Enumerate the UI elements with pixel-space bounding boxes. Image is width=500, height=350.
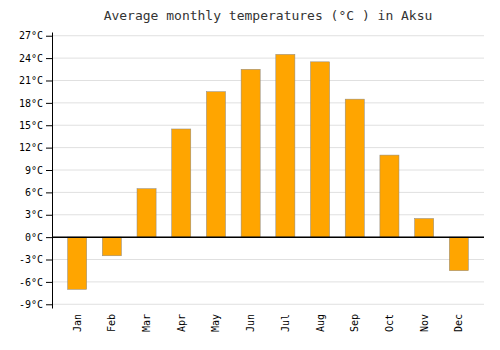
grid-line bbox=[52, 214, 484, 215]
x-tick-label: Apr bbox=[176, 314, 187, 332]
y-tick-mark bbox=[46, 103, 52, 104]
bar bbox=[241, 69, 260, 237]
grid-line bbox=[52, 304, 484, 305]
x-tick: Nov bbox=[419, 314, 430, 332]
x-tick-label: Aug bbox=[315, 314, 326, 332]
grid-line bbox=[52, 237, 484, 238]
x-tick-label: Jun bbox=[245, 314, 256, 332]
y-tick: 6°C bbox=[25, 187, 52, 198]
x-tick-label: Mar bbox=[141, 314, 152, 332]
x-tick: May bbox=[210, 314, 221, 332]
y-tick: 0°C bbox=[25, 232, 52, 243]
title: Average monthly temperatures (°C ) in Ak… bbox=[104, 8, 433, 23]
bar bbox=[311, 62, 330, 237]
y-tick-mark bbox=[46, 170, 52, 171]
y-tick-label: -6°C bbox=[19, 277, 43, 288]
chart: -9°C -6°C -3°C 0°C 3°C 6°C 9°C 12°C 15°C 18°C 21°C… bbox=[0, 0, 500, 350]
y-tick: 15°C bbox=[19, 120, 52, 131]
y-axis: -9°C -6°C -3°C 0°C 3°C 6°C 9°C 12°C 15°C 18°C 21°C… bbox=[19, 30, 53, 310]
x-tick: Dec bbox=[453, 314, 464, 332]
bar bbox=[137, 189, 156, 237]
y-tick: -3°C bbox=[19, 254, 52, 265]
y-tick-label: -9°C bbox=[19, 299, 43, 310]
x-tick-label: Feb bbox=[106, 314, 117, 332]
grid-line bbox=[52, 192, 484, 193]
grid-line bbox=[52, 281, 484, 282]
y-tick-label: 3°C bbox=[25, 209, 43, 220]
x-tick: Aug bbox=[315, 314, 326, 332]
bar bbox=[68, 237, 87, 289]
x-tick-label: Oct bbox=[384, 314, 395, 332]
y-tick-label: 18°C bbox=[19, 98, 43, 109]
bar bbox=[172, 129, 191, 237]
y-tick-mark bbox=[46, 282, 52, 283]
y-tick-label: 24°C bbox=[19, 53, 43, 64]
y-tick: 24°C bbox=[19, 53, 52, 64]
x-tick: Feb bbox=[106, 314, 117, 332]
x-tick-label: Jan bbox=[72, 314, 83, 332]
x-tick: Jul bbox=[280, 314, 291, 332]
y-tick-label: 9°C bbox=[25, 165, 43, 176]
bar bbox=[380, 155, 399, 237]
x-tick-label: Dec bbox=[453, 314, 464, 332]
y-tick: -6°C bbox=[19, 277, 52, 288]
grid-line bbox=[52, 102, 484, 103]
grid-line bbox=[52, 259, 484, 260]
grid-line bbox=[52, 125, 484, 126]
y-tick-mark bbox=[46, 304, 52, 305]
grid-line bbox=[52, 170, 484, 171]
y-tick-label: 6°C bbox=[25, 187, 43, 198]
y-tick-mark bbox=[46, 215, 52, 216]
bar bbox=[415, 218, 434, 237]
x-tick: Jun bbox=[245, 314, 256, 332]
y-tick-label: 21°C bbox=[19, 75, 43, 86]
bar bbox=[102, 237, 121, 256]
x-tick: Sep bbox=[349, 314, 360, 332]
y-tick: 27°C bbox=[19, 30, 52, 41]
y-tick-mark bbox=[46, 58, 52, 59]
bar bbox=[449, 237, 468, 271]
x-axis: Jan Feb Mar Apr May Jun Jul Aug Sep Oct Nov Dec bbox=[72, 314, 465, 332]
y-tick-mark bbox=[46, 260, 52, 261]
x-tick-label: Sep bbox=[349, 314, 360, 332]
y-tick-mark bbox=[46, 125, 52, 126]
grid-line bbox=[52, 147, 484, 148]
y-tick-label: -3°C bbox=[19, 254, 43, 265]
y-tick: 21°C bbox=[19, 75, 52, 86]
y-tick: 12°C bbox=[19, 142, 52, 153]
bars bbox=[68, 54, 469, 289]
grid-line bbox=[52, 35, 484, 36]
y-tick: 3°C bbox=[25, 209, 52, 220]
y-tick-mark bbox=[46, 148, 52, 149]
x-tick-label: May bbox=[210, 314, 221, 332]
grid-line bbox=[52, 80, 484, 81]
y-tick-label: 0°C bbox=[25, 232, 43, 243]
bar bbox=[345, 99, 364, 237]
grid-line bbox=[52, 58, 484, 59]
bar bbox=[206, 92, 225, 237]
y-tick: 18°C bbox=[19, 98, 52, 109]
y-tick: -9°C bbox=[19, 299, 52, 310]
bar bbox=[276, 54, 295, 237]
x-tick-label: Nov bbox=[419, 314, 430, 332]
y-tick-label: 12°C bbox=[19, 142, 43, 153]
y-tick-label: 15°C bbox=[19, 120, 43, 131]
y-tick: 9°C bbox=[25, 165, 52, 176]
y-tick-mark bbox=[46, 80, 52, 81]
x-tick: Oct bbox=[384, 314, 395, 332]
x-tick: Jan bbox=[72, 314, 83, 332]
y-tick-mark bbox=[46, 36, 52, 37]
y-tick-label: 27°C bbox=[19, 30, 43, 41]
plot: -9°C -6°C -3°C 0°C 3°C 6°C 9°C 12°C 15°C 18°C 21°C… bbox=[19, 30, 484, 332]
x-tick: Mar bbox=[141, 314, 152, 332]
x-tick-label: Jul bbox=[280, 314, 291, 332]
x-tick: Apr bbox=[176, 314, 187, 332]
y-tick-mark bbox=[46, 192, 52, 193]
y-axis-line bbox=[52, 33, 53, 309]
y-tick-mark bbox=[46, 237, 52, 238]
grid bbox=[52, 36, 484, 305]
zero-line bbox=[52, 236, 484, 238]
